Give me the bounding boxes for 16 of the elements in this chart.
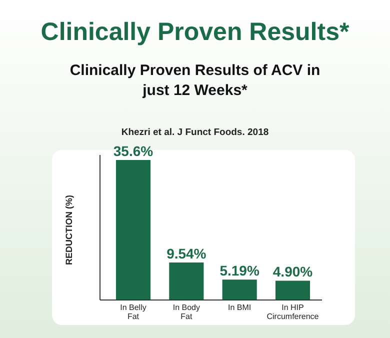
x-tick-label: In Body Fat: [172, 303, 200, 321]
y-axis-title: REDUCTION (%): [64, 195, 74, 265]
x-tick-label: In BMI: [228, 303, 252, 312]
chart-subtitle: Clinically Proven Results of ACV in just 12 Weeks*: [70, 62, 320, 99]
bar: [116, 160, 151, 300]
text: Khezri et al. J Funct Foods. 2018: [121, 127, 269, 138]
bar: [275, 280, 310, 300]
chart-title: Clinically Proven Results*: [40, 18, 350, 46]
x-tick-label: In Belly Fat: [120, 303, 146, 321]
data-label: 5.19%: [220, 262, 260, 279]
data-label: 4.90%: [272, 264, 314, 280]
data-label: 9.54%: [166, 245, 207, 262]
x-tick-label: In HIP Circumference: [266, 303, 320, 321]
data-label: 35.6%: [113, 143, 154, 159]
bar: [169, 262, 204, 300]
bar: [222, 280, 257, 300]
